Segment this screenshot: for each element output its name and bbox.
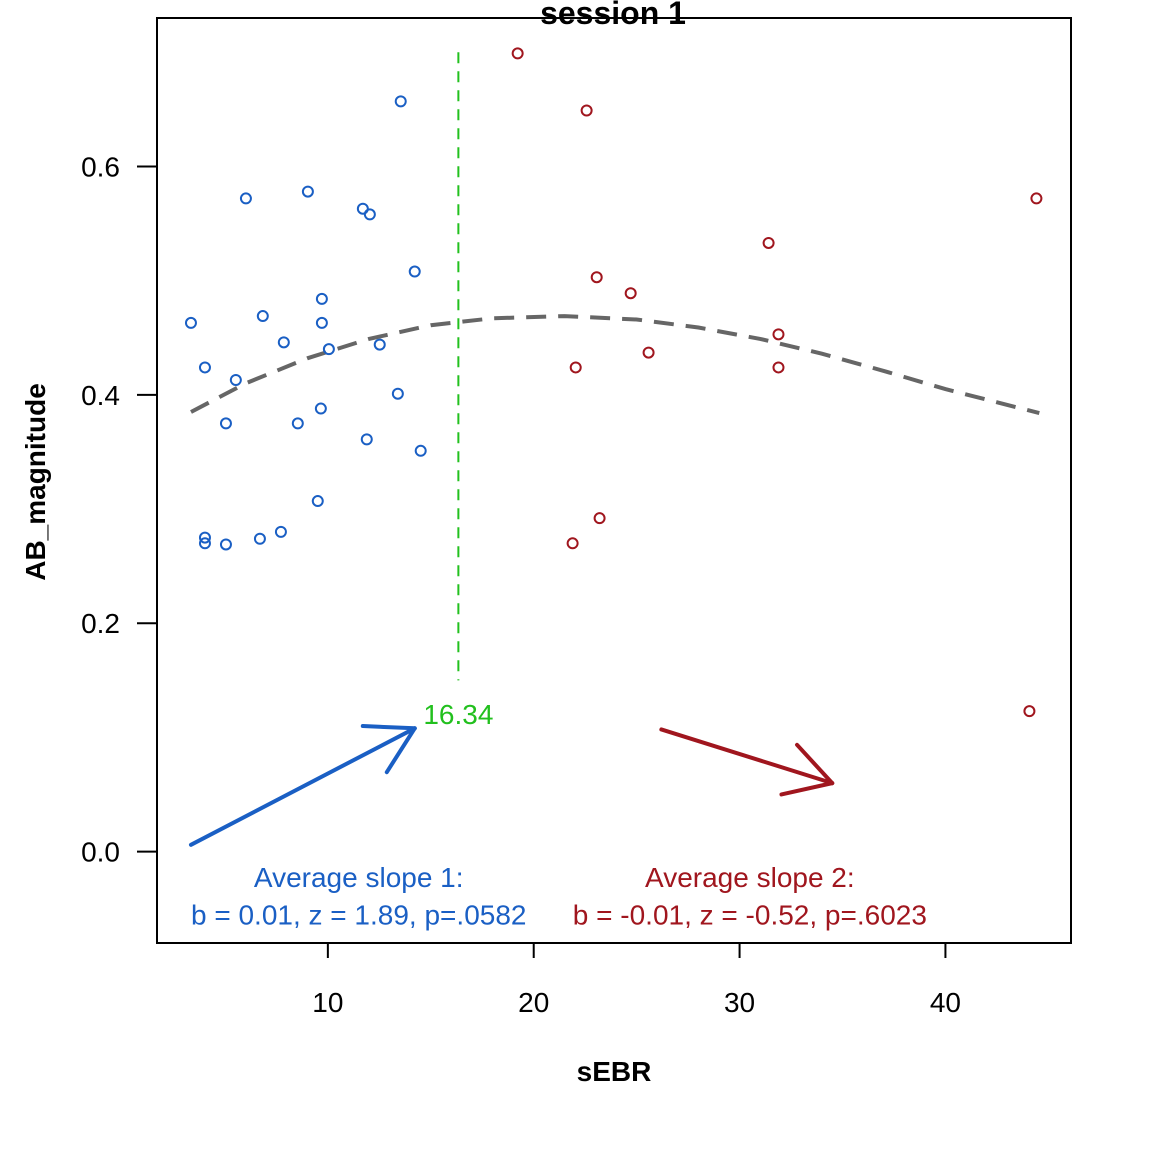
blue-point bbox=[253, 532, 266, 545]
red-point bbox=[580, 104, 593, 117]
blue-point bbox=[315, 316, 328, 329]
breakpoint-layer: 16.34 bbox=[423, 52, 493, 730]
y-tick-label: 0.2 bbox=[81, 608, 120, 639]
y-tick-label: 0.6 bbox=[81, 151, 120, 182]
y-tick-label: 0.4 bbox=[81, 380, 120, 411]
red-point bbox=[762, 236, 775, 249]
y-tick-label: 0.0 bbox=[81, 837, 120, 868]
blue-point bbox=[239, 192, 252, 205]
arrow-shaft bbox=[659, 727, 835, 786]
points-layer bbox=[184, 47, 1043, 718]
arrow-head bbox=[779, 781, 835, 797]
blue-point bbox=[391, 387, 404, 400]
red-point bbox=[1030, 192, 1043, 205]
arrow-head bbox=[360, 724, 417, 731]
x-tick-label: 40 bbox=[930, 987, 961, 1018]
arrow-shaft bbox=[188, 726, 417, 847]
y-axis-label: AB_magnitude bbox=[20, 383, 51, 581]
slope-1-title: Average slope 1: bbox=[254, 862, 464, 893]
red-point bbox=[593, 512, 606, 525]
red-point bbox=[1023, 705, 1036, 718]
fit-curve-layer bbox=[190, 314, 1040, 416]
blue-point bbox=[301, 185, 314, 198]
blue-point bbox=[229, 374, 242, 387]
blue-point bbox=[322, 343, 335, 356]
arrow-head bbox=[795, 742, 835, 786]
blue-point bbox=[356, 202, 369, 215]
plot-frame bbox=[156, 17, 1072, 944]
blue-point bbox=[315, 292, 328, 305]
x-axis-label: sEBR bbox=[577, 1056, 652, 1087]
blue-point bbox=[198, 537, 211, 550]
blue-point bbox=[219, 417, 232, 430]
red-point bbox=[624, 287, 637, 300]
blue-point bbox=[277, 336, 290, 349]
breakpoint-label: 16.34 bbox=[423, 699, 493, 730]
blue-point bbox=[219, 538, 232, 551]
red-point bbox=[569, 361, 582, 374]
x-tick-label: 20 bbox=[518, 987, 549, 1018]
blue-point bbox=[291, 417, 304, 430]
blue-point bbox=[198, 531, 211, 544]
fit-curve bbox=[190, 314, 1040, 416]
blue-point bbox=[274, 525, 287, 538]
blue-point bbox=[311, 495, 324, 508]
blue-point bbox=[314, 402, 327, 415]
blue-point bbox=[198, 361, 211, 374]
red-point bbox=[566, 537, 579, 550]
blue-point bbox=[373, 338, 386, 351]
slope-2-title: Average slope 2: bbox=[645, 862, 855, 893]
slope-2-arrow bbox=[659, 727, 835, 797]
x-tick-label: 30 bbox=[724, 987, 755, 1018]
chart-title: session 1 bbox=[540, 0, 686, 31]
blue-point bbox=[360, 433, 373, 446]
blue-point bbox=[363, 208, 376, 221]
blue-point bbox=[408, 265, 421, 278]
annotation-layer: Average slope 1: b = 0.01, z = 1.89, p=.0… bbox=[191, 862, 927, 931]
blue-point bbox=[414, 444, 427, 457]
arrow-head bbox=[384, 726, 417, 775]
blue-point bbox=[394, 95, 407, 108]
axes-layer: 10 20 30 40 0.0 0.2 0.4 0.6 bbox=[81, 151, 961, 1018]
red-point bbox=[642, 346, 655, 359]
slope-2-stats: b = -0.01, z = -0.52, p=.6023 bbox=[573, 899, 927, 930]
slope-1-arrow bbox=[188, 724, 417, 847]
x-tick-label: 10 bbox=[312, 987, 343, 1018]
red-point bbox=[772, 361, 785, 374]
arrow-layer bbox=[188, 724, 835, 847]
blue-point bbox=[256, 310, 269, 323]
red-point bbox=[772, 328, 785, 341]
slope-1-stats: b = 0.01, z = 1.89, p=.0582 bbox=[191, 899, 527, 930]
red-point bbox=[511, 47, 524, 60]
red-point bbox=[590, 271, 603, 284]
blue-point bbox=[184, 316, 197, 329]
